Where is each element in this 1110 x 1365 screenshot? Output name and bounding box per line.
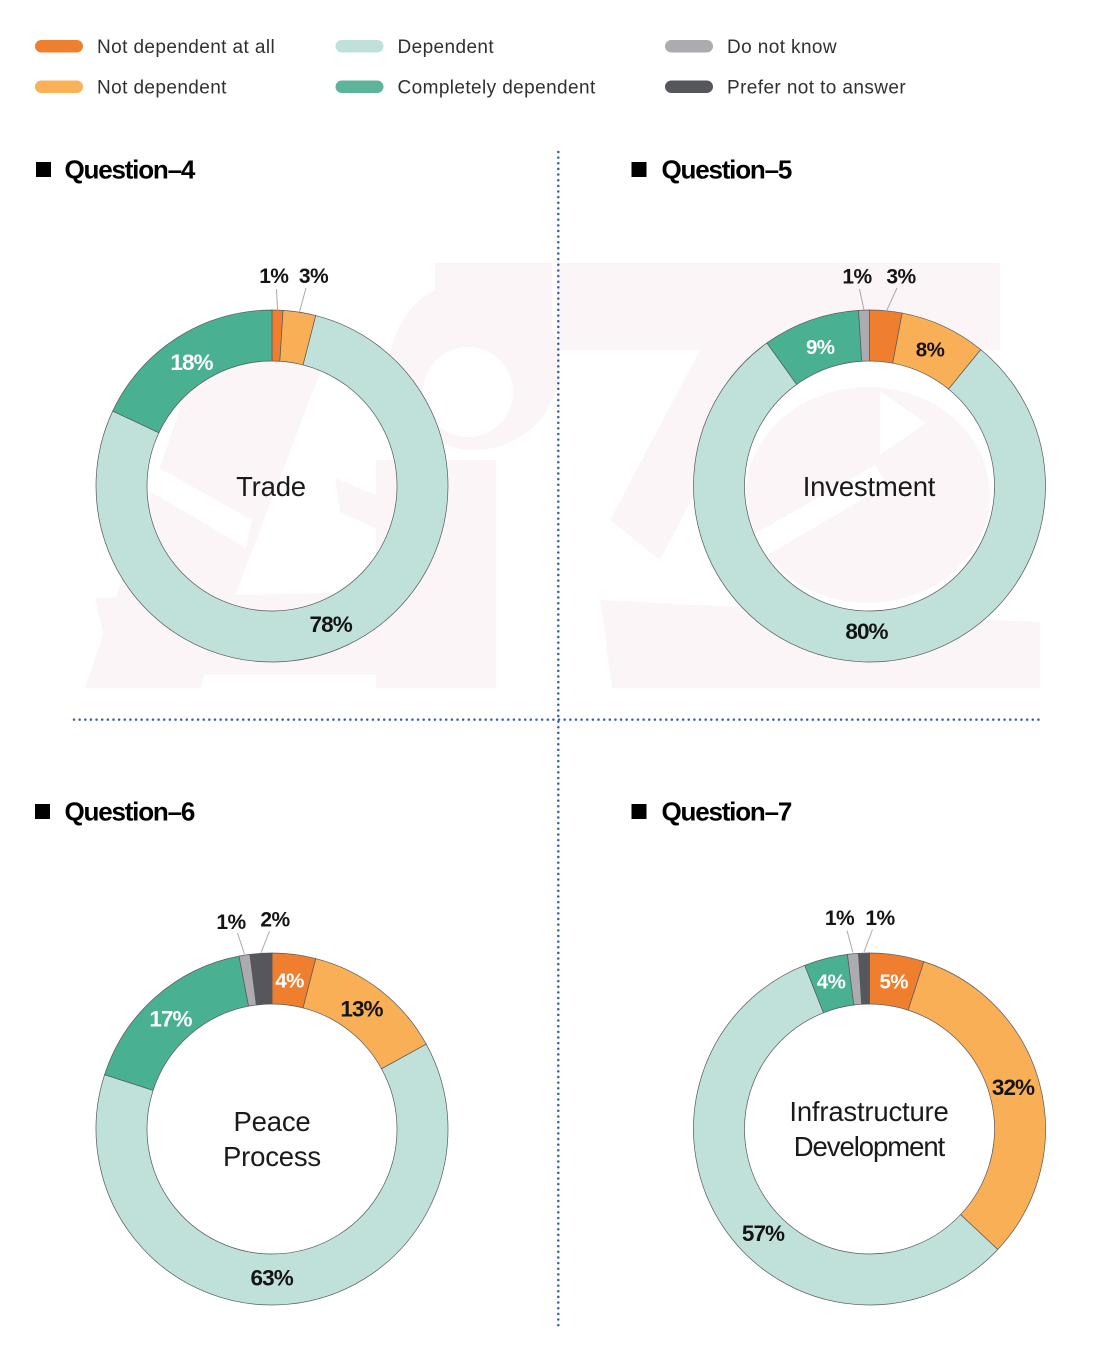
svg-text:Question–5: Question–5 [662,155,792,185]
svg-text:Peace: Peace [234,1106,311,1137]
svg-text:Completely dependent: Completely dependent [398,78,596,99]
svg-text:1%: 1% [216,911,246,934]
svg-text:17%: 17% [149,1007,192,1032]
svg-text:Question–7: Question–7 [662,797,792,827]
svg-text:Investment: Investment [803,471,936,502]
svg-text:13%: 13% [340,997,383,1022]
svg-text:1%: 1% [865,907,895,930]
svg-text:3%: 3% [886,266,916,289]
svg-text:1%: 1% [825,907,855,930]
svg-text:4%: 4% [817,971,846,994]
svg-text:Question–4: Question–4 [65,155,196,185]
svg-text:8%: 8% [916,338,945,361]
svg-text:57%: 57% [742,1221,785,1246]
svg-text:9%: 9% [806,336,835,359]
svg-text:Not dependent at all: Not dependent at all [97,37,275,58]
svg-text:18%: 18% [170,350,213,375]
svg-text:80%: 80% [845,619,888,644]
svg-text:Question–6: Question–6 [65,797,195,827]
svg-text:3%: 3% [299,265,329,288]
svg-text:Trade: Trade [236,471,306,502]
svg-text:Dependent: Dependent [398,37,495,58]
svg-text:78%: 78% [310,612,353,637]
svg-text:1%: 1% [842,266,872,289]
svg-text:Do not know: Do not know [727,37,837,58]
svg-text:Development: Development [794,1131,946,1162]
svg-text:63%: 63% [251,1266,294,1291]
svg-text:2%: 2% [260,909,290,932]
svg-text:Prefer not to answer: Prefer not to answer [727,78,906,99]
svg-text:1%: 1% [259,265,289,288]
svg-text:Not dependent: Not dependent [97,78,227,99]
svg-text:4%: 4% [275,970,304,993]
svg-text:32%: 32% [992,1075,1035,1100]
svg-text:Infrastructure: Infrastructure [789,1096,948,1127]
svg-text:5%: 5% [879,970,908,993]
svg-text:Process: Process [223,1141,321,1172]
